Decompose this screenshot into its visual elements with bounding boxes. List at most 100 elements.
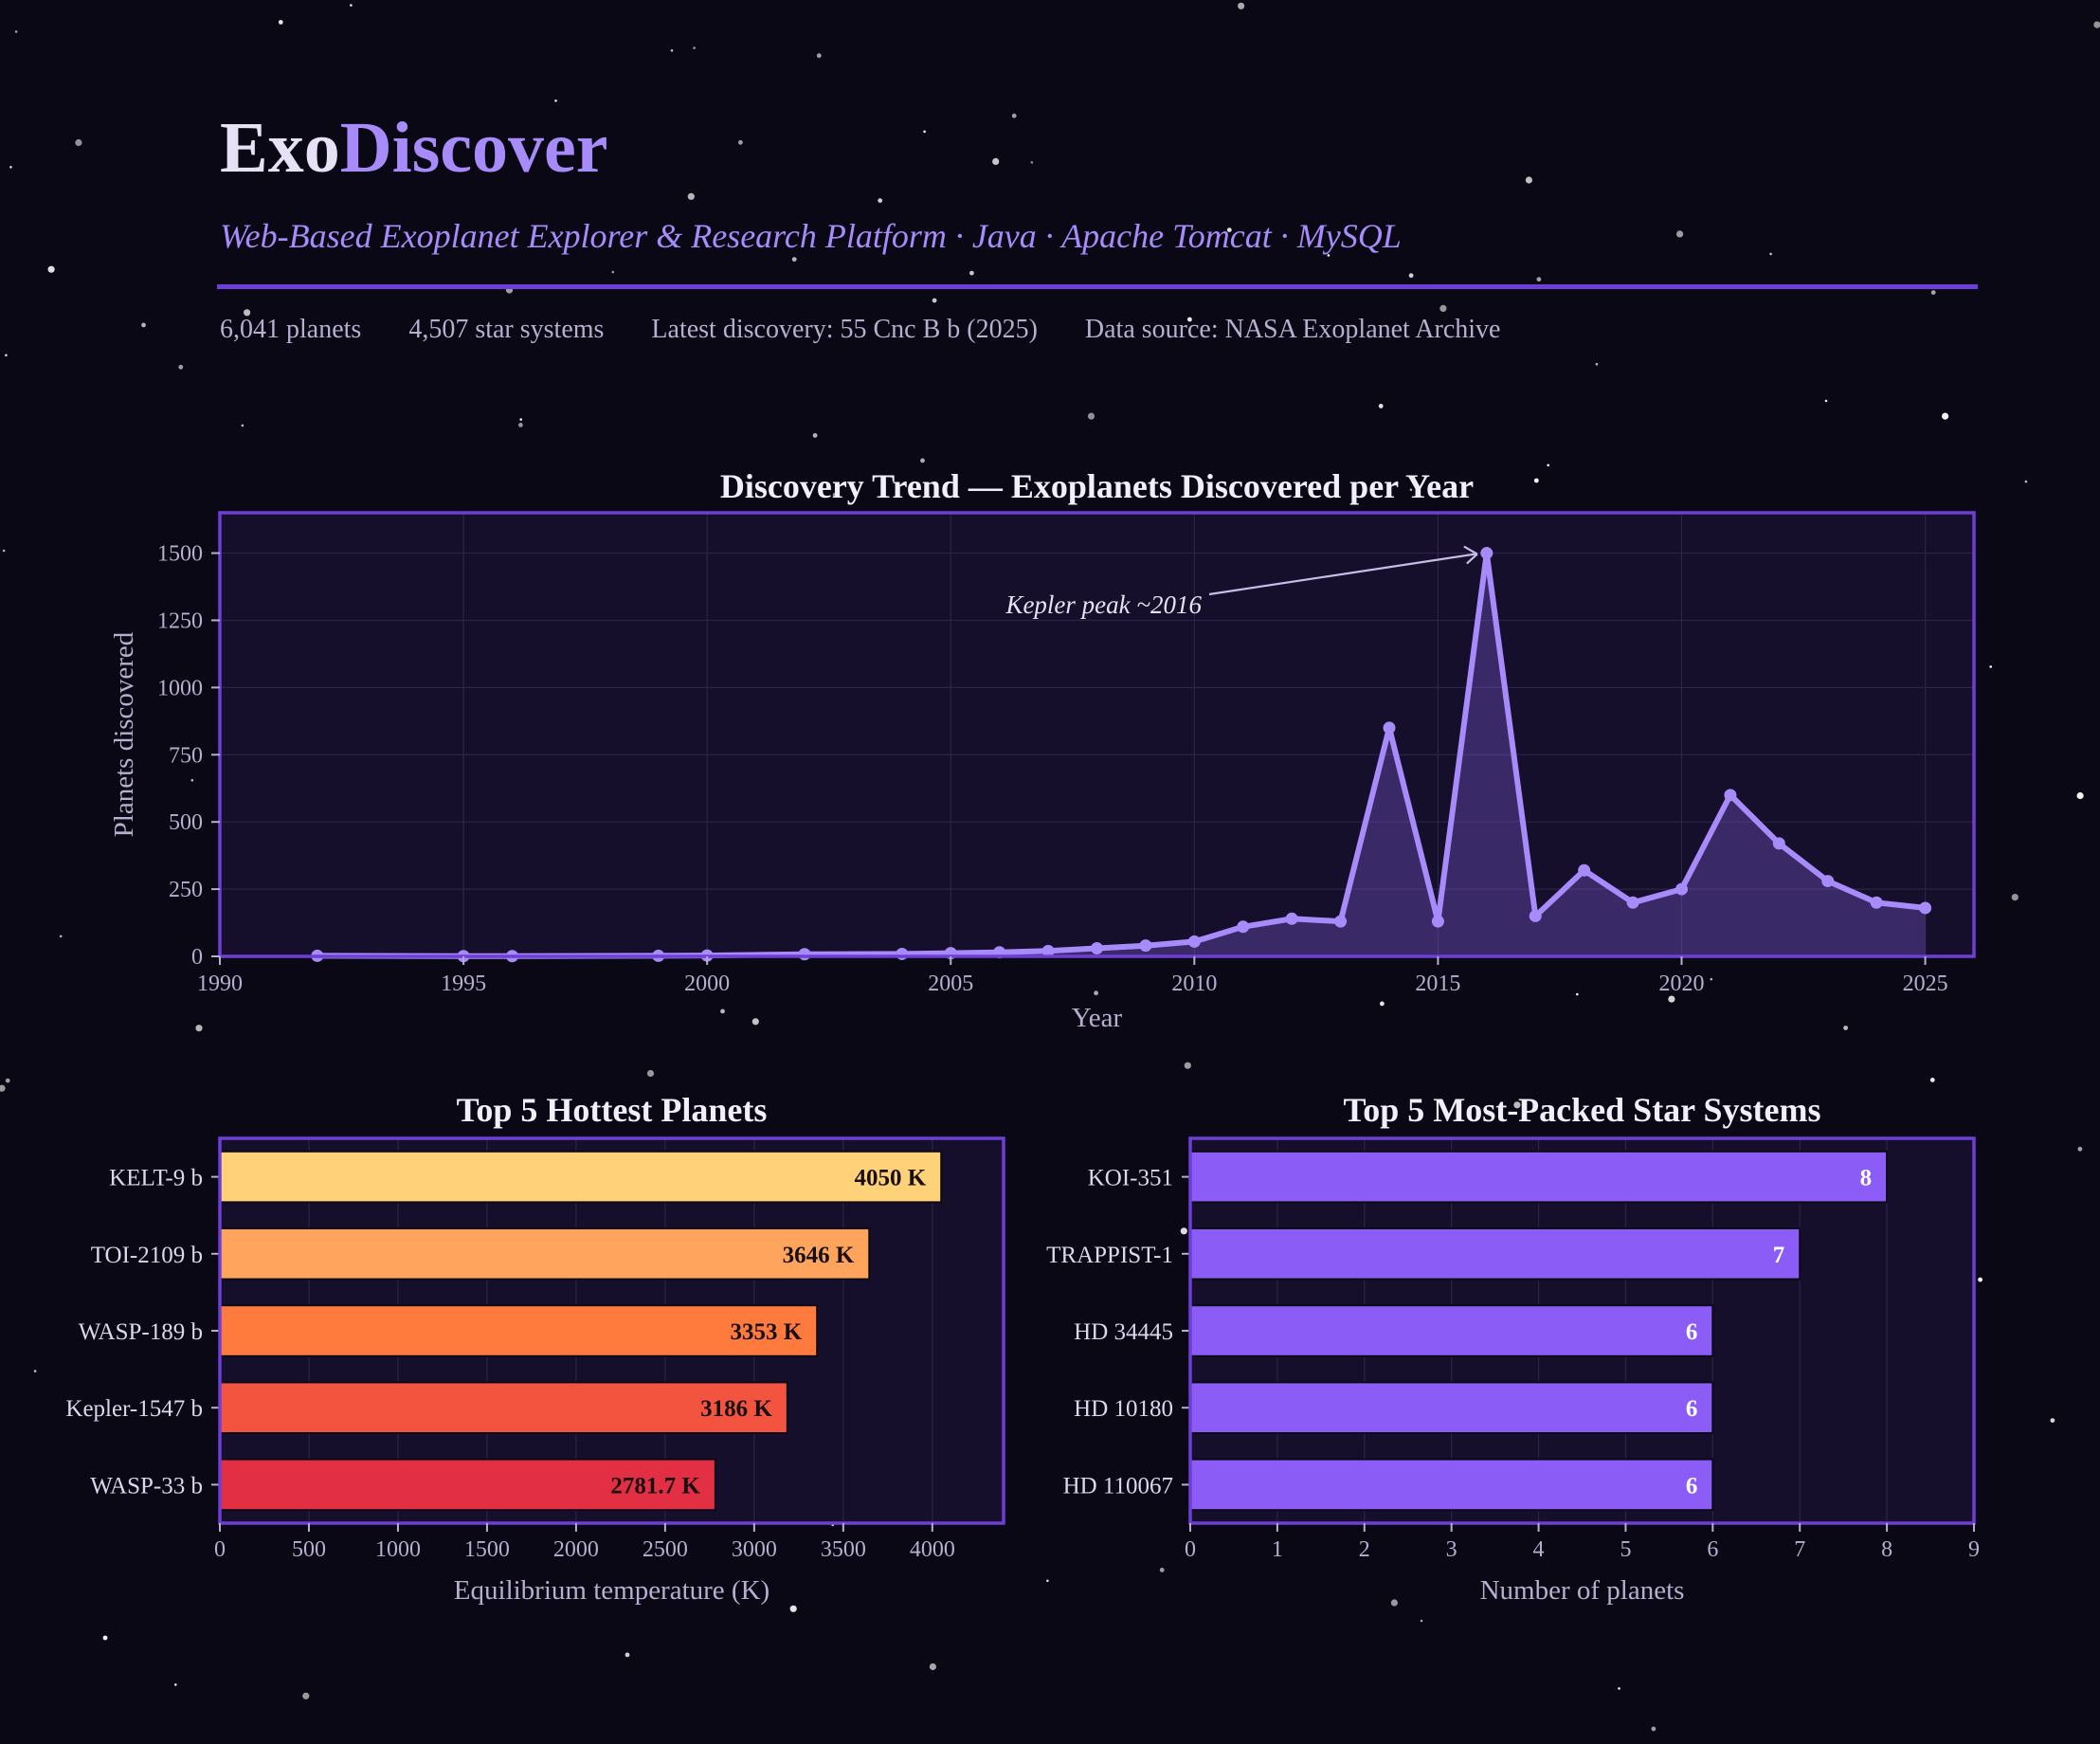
bar — [1189, 1150, 1889, 1204]
chart-title: Top 5 Hottest Planets — [457, 1091, 768, 1129]
star-dot — [1087, 412, 1095, 420]
star-dot — [1513, 1101, 1521, 1109]
data-point — [1334, 915, 1348, 928]
annotation-text: Kepler peak ~2016 — [1005, 590, 1202, 619]
bar-value-label: 2781.7 K — [610, 1473, 700, 1499]
x-tick-label: 8 — [1881, 1537, 1892, 1562]
star-dot — [178, 364, 184, 370]
star-dot — [1380, 1001, 1385, 1007]
x-tick-label: 2500 — [643, 1537, 688, 1562]
star-dot — [1180, 1227, 1187, 1235]
app-logo-title: ExoDiscover — [220, 112, 607, 184]
stats-bar: 6,041 planets 4,507 star systems Latest di… — [220, 315, 1548, 345]
star-dot — [969, 270, 974, 276]
star-dot — [1094, 990, 1098, 996]
star-dot — [816, 53, 822, 59]
data-point — [1724, 789, 1737, 802]
bar-value-label: 3353 K — [731, 1319, 803, 1345]
star-dot — [2076, 791, 2084, 800]
star-dot — [102, 1635, 108, 1641]
stat-planets: 6,041 planets — [220, 315, 362, 344]
star-dot — [1651, 1726, 1656, 1732]
bar — [1189, 1304, 1714, 1357]
star-dot — [1942, 412, 1949, 420]
annotation-arrow — [1208, 553, 1475, 596]
star-dot — [1576, 992, 1579, 996]
star-dot — [1533, 478, 1539, 483]
bar-value-label: 3186 K — [700, 1396, 772, 1422]
star-dot — [59, 935, 63, 938]
star-dot — [302, 1692, 310, 1699]
data-point — [1383, 721, 1396, 735]
star-dot — [241, 424, 244, 427]
bar-value-label: 6 — [1686, 1319, 1698, 1345]
data-point — [1187, 935, 1201, 948]
star-dot — [625, 1652, 630, 1658]
star-dot — [1676, 230, 1684, 238]
category-label: TOI-2109 b — [91, 1243, 203, 1268]
star-dot — [611, 270, 615, 274]
x-tick-label: 2015 — [1415, 972, 1460, 996]
x-axis-label: Number of planets — [1480, 1575, 1685, 1606]
plot-frame — [218, 1136, 1005, 1525]
bar-value-label: 4050 K — [855, 1166, 927, 1191]
star-dot — [1420, 1619, 1423, 1623]
x-tick-label: 4 — [1533, 1537, 1545, 1562]
category-label: HD 110067 — [1063, 1473, 1173, 1499]
star-dot — [1327, 254, 1331, 257]
star-dot — [1030, 161, 1034, 164]
x-tick-label: 6 — [1707, 1537, 1718, 1562]
star-dot — [738, 139, 743, 145]
star-dot — [789, 1605, 797, 1612]
plot-frame — [218, 511, 1976, 958]
star-dot — [190, 778, 194, 782]
data-point — [1821, 875, 1835, 888]
x-tick-label: 7 — [1794, 1537, 1805, 1562]
brand-exo: Exo — [220, 108, 340, 188]
bar-value-label: 6 — [1686, 1473, 1698, 1499]
star-dot — [5, 354, 8, 357]
series-area-fill — [317, 553, 1926, 956]
star-dot — [1929, 1078, 1935, 1082]
bar — [219, 1304, 819, 1357]
bar-value-label: 7 — [1773, 1243, 1785, 1268]
y-tick-label: 500 — [169, 810, 203, 835]
category-label: WASP-189 b — [79, 1319, 203, 1345]
star-dot — [1525, 176, 1532, 184]
x-tick-label: 3500 — [821, 1537, 866, 1562]
category-label: KOI-351 — [1088, 1166, 1173, 1191]
star-dot — [2093, 21, 2100, 28]
star-dot — [878, 198, 883, 204]
x-tick-label: 0 — [214, 1537, 226, 1562]
star-dot — [195, 1025, 203, 1032]
x-tick-label: 9 — [1968, 1537, 1980, 1562]
data-point — [1626, 896, 1639, 909]
stat-latest: Latest discovery: 55 Cnc B b (2025) — [651, 315, 1038, 344]
star-dot — [791, 257, 797, 262]
star-dot — [2050, 1418, 2055, 1423]
star-dot — [812, 433, 818, 438]
star-dot — [923, 130, 926, 134]
star-dot — [693, 46, 696, 49]
bar-value-label: 6 — [1686, 1396, 1698, 1422]
bar — [1189, 1381, 1714, 1434]
star-dot — [2077, 1146, 2083, 1152]
y-tick-label: 1000 — [157, 676, 203, 700]
plot-frame — [1188, 1136, 1976, 1525]
stat-source: Data source: NASA Exoplanet Archive — [1084, 315, 1501, 344]
star-dot — [75, 138, 82, 147]
star-dot — [1536, 277, 1542, 282]
x-tick-label: 1990 — [197, 972, 243, 996]
star-dot — [1011, 113, 1017, 118]
star-dot — [932, 298, 937, 303]
star-dot — [646, 1069, 655, 1078]
data-point — [1431, 915, 1444, 928]
star-dot — [751, 1018, 759, 1026]
star-dot — [519, 418, 522, 421]
x-tick-label: 1000 — [375, 1537, 421, 1562]
star-dot — [518, 423, 523, 427]
bar — [219, 1381, 788, 1434]
star-dot — [687, 192, 695, 200]
